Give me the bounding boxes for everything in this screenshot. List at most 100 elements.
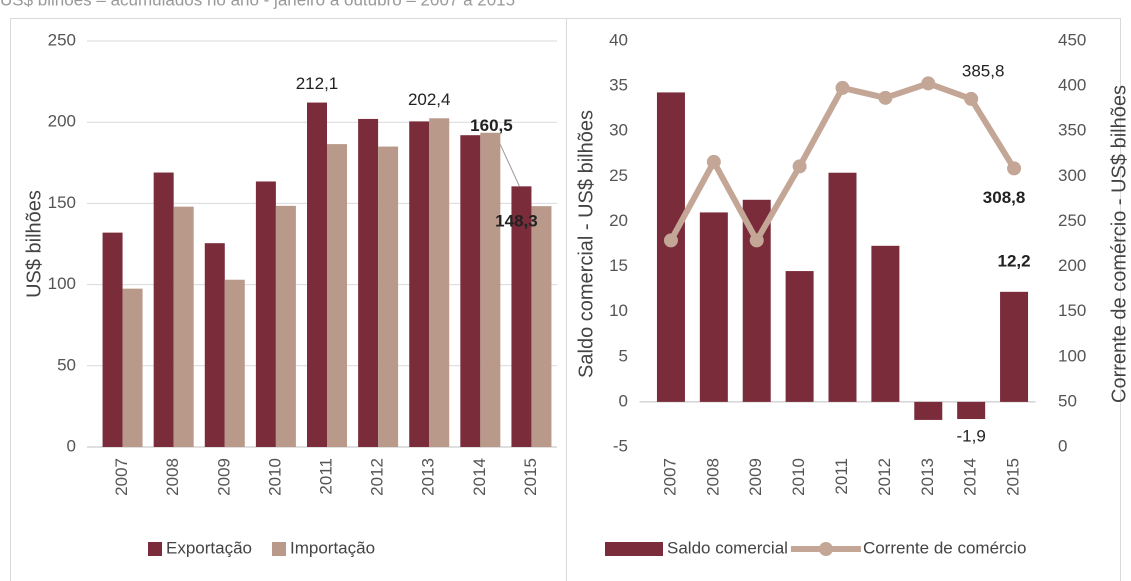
x-tick-label: 2009 xyxy=(746,458,765,496)
x-tick-label: 2015 xyxy=(1004,458,1023,496)
point xyxy=(792,159,807,174)
bar xyxy=(1000,291,1029,402)
bar xyxy=(531,206,552,447)
point xyxy=(921,76,936,91)
y2-tick-label: 0 xyxy=(1058,436,1067,455)
point xyxy=(749,233,764,248)
y-axis-label: Corrente de comércio - US$ bilhões xyxy=(1108,85,1130,403)
data-label: 385,8 xyxy=(962,61,1005,80)
legend-swatch xyxy=(148,542,162,556)
leader-line xyxy=(496,138,520,187)
bar xyxy=(871,245,900,402)
y2-tick-label: 50 xyxy=(1058,391,1077,410)
bar xyxy=(358,118,379,448)
data-label: 202,4 xyxy=(408,90,451,109)
x-tick-label: 2008 xyxy=(703,458,722,496)
bar xyxy=(173,206,194,447)
bar xyxy=(785,271,814,402)
y2-tick-label: 150 xyxy=(1058,301,1086,320)
x-tick-label: 2015 xyxy=(521,458,540,496)
point xyxy=(706,154,721,169)
y2-tick-label: 100 xyxy=(1058,346,1086,365)
y2-tick-label: 450 xyxy=(1058,30,1086,49)
y2-tick-label: 400 xyxy=(1058,76,1086,95)
panel-frame xyxy=(566,18,1121,581)
y-tick-label: 35 xyxy=(609,76,628,95)
y-tick-label: 100 xyxy=(48,274,76,293)
data-label: 160,5 xyxy=(470,116,513,135)
legend-label: Saldo comercial xyxy=(667,538,788,557)
y2-tick-label: 250 xyxy=(1058,211,1086,230)
y-tick-label: 15 xyxy=(609,256,628,275)
bar xyxy=(204,243,225,447)
legend-label: Importação xyxy=(290,538,375,557)
x-tick-label: 2013 xyxy=(918,458,937,496)
bar xyxy=(511,186,532,447)
legend-swatch xyxy=(272,542,286,556)
bar xyxy=(122,288,143,447)
y-axis-label: Saldo comercial - US$ bilhões xyxy=(575,110,597,378)
x-tick-label: 2013 xyxy=(419,458,438,496)
point xyxy=(663,233,678,248)
bar xyxy=(102,232,123,447)
x-tick-label: 2008 xyxy=(163,458,182,496)
bar xyxy=(460,135,481,447)
y-tick-label: 20 xyxy=(609,211,628,230)
bar xyxy=(957,401,986,420)
x-tick-label: 2012 xyxy=(368,458,387,496)
bar xyxy=(378,146,399,447)
y2-tick-label: 350 xyxy=(1058,121,1086,140)
bar xyxy=(275,205,296,447)
y2-tick-label: 200 xyxy=(1058,256,1086,275)
x-tick-label: 2010 xyxy=(265,458,284,496)
data-label: 212,1 xyxy=(296,74,339,93)
data-label: 12,2 xyxy=(998,251,1031,270)
x-tick-label: 2014 xyxy=(470,458,489,496)
legend-label: Corrente de comércio xyxy=(863,538,1026,557)
bar xyxy=(742,199,771,402)
y-tick-label: 50 xyxy=(57,355,76,374)
x-tick-label: 2011 xyxy=(316,458,335,495)
y-tick-label: 0 xyxy=(619,391,628,410)
y-tick-label: 0 xyxy=(67,436,76,455)
bar xyxy=(409,121,430,447)
x-tick-label: 2007 xyxy=(112,458,131,496)
data-label: 308,8 xyxy=(983,188,1026,207)
x-tick-label: 2007 xyxy=(660,458,679,496)
y2-tick-label: 300 xyxy=(1058,166,1086,185)
x-tick-label: 2009 xyxy=(214,458,233,496)
point xyxy=(835,80,850,95)
data-label: -1,9 xyxy=(957,427,986,446)
page-title: US$ bilhões – acumulados no ano - janeir… xyxy=(0,0,515,9)
bar xyxy=(224,279,245,447)
legend-swatch xyxy=(605,542,663,556)
y-tick-label: 25 xyxy=(609,166,628,185)
y-tick-label: 200 xyxy=(48,112,76,131)
bar xyxy=(828,172,857,402)
bar xyxy=(429,118,450,447)
bar xyxy=(914,401,943,420)
bar xyxy=(327,144,347,447)
bar xyxy=(255,181,276,447)
x-tick-label: 2011 xyxy=(832,458,851,495)
data-label: 148,3 xyxy=(495,212,538,231)
point xyxy=(878,90,893,105)
y-tick-label: 40 xyxy=(609,30,628,49)
y-tick-label: -5 xyxy=(613,436,628,455)
bar xyxy=(307,102,327,448)
y-axis-label: US$ bilhões xyxy=(23,190,45,298)
y-tick-label: 5 xyxy=(619,346,628,365)
legend-label: Exportação xyxy=(166,538,252,557)
x-tick-label: 2014 xyxy=(961,458,980,496)
point xyxy=(1007,161,1022,176)
y-tick-label: 10 xyxy=(609,301,628,320)
legend-swatch xyxy=(818,542,833,556)
bar xyxy=(699,212,728,402)
y-tick-label: 30 xyxy=(609,121,628,140)
x-tick-label: 2010 xyxy=(789,458,808,496)
y-tick-label: 250 xyxy=(48,30,76,49)
bar xyxy=(153,172,174,447)
bar xyxy=(480,132,501,448)
point xyxy=(964,91,979,106)
